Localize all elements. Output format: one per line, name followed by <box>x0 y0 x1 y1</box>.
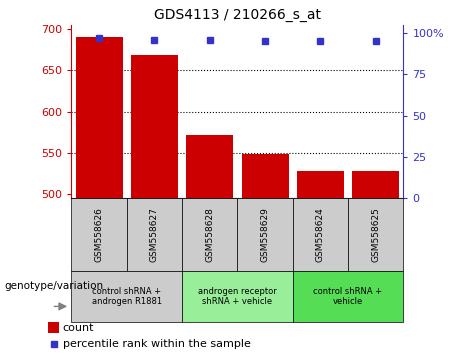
Bar <box>237 198 293 271</box>
Text: GSM558625: GSM558625 <box>371 207 380 262</box>
Text: GSM558624: GSM558624 <box>316 207 325 262</box>
Text: GSM558628: GSM558628 <box>205 207 214 262</box>
Bar <box>71 271 182 322</box>
Text: GSM558627: GSM558627 <box>150 207 159 262</box>
Bar <box>186 135 233 198</box>
Bar <box>297 171 344 198</box>
Title: GDS4113 / 210266_s_at: GDS4113 / 210266_s_at <box>154 8 321 22</box>
Text: GSM558626: GSM558626 <box>95 207 104 262</box>
Bar <box>182 198 237 271</box>
Bar <box>293 198 348 271</box>
Bar <box>76 37 123 198</box>
Bar <box>127 198 182 271</box>
Text: control shRNA +
vehicle: control shRNA + vehicle <box>313 287 383 306</box>
Bar <box>131 55 178 198</box>
Text: count: count <box>63 322 94 332</box>
Bar <box>348 198 403 271</box>
Text: percentile rank within the sample: percentile rank within the sample <box>63 339 250 349</box>
Text: GSM558629: GSM558629 <box>260 207 270 262</box>
Bar <box>293 271 403 322</box>
Bar <box>352 171 399 198</box>
Bar <box>71 198 127 271</box>
Bar <box>48 322 59 333</box>
Text: genotype/variation: genotype/variation <box>5 281 104 291</box>
Bar <box>182 271 293 322</box>
Text: androgen receptor
shRNA + vehicle: androgen receptor shRNA + vehicle <box>198 287 277 306</box>
Bar <box>242 154 289 198</box>
Text: control shRNA +
androgen R1881: control shRNA + androgen R1881 <box>92 287 162 306</box>
